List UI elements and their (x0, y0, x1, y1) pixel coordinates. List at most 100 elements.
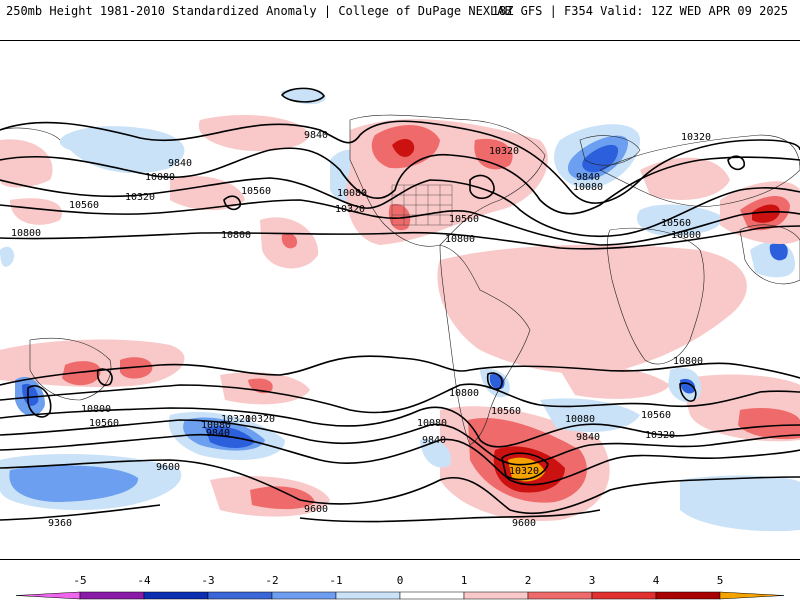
contour-southern-10560 (0, 383, 800, 414)
colorbar-tick-label: 0 (397, 574, 404, 587)
colorbar-segment (527, 591, 593, 600)
positive-anomaly-mid (281, 233, 298, 249)
contour-closed-low-south (679, 382, 697, 402)
colorbar-segment (591, 591, 657, 600)
positive-anomaly-light (0, 139, 53, 188)
contour-label: 10800 (449, 388, 479, 399)
contour-9840 (0, 120, 800, 204)
contour-label: 9600 (156, 462, 180, 473)
contour-label: 10320 (245, 414, 275, 425)
contour-label: 9600 (512, 518, 536, 529)
colorbar-tick-label: -3 (201, 574, 214, 587)
negative-anomaly-light (59, 126, 185, 174)
us-state-borders (391, 184, 453, 226)
positive-anomaly-mid (62, 361, 101, 386)
contour-label: 10800 (81, 404, 111, 415)
colorbar-segment (655, 591, 721, 600)
colorbar-segment (79, 591, 145, 600)
contour-label: 10800 (11, 228, 41, 239)
contour-label: 9840 (206, 428, 230, 439)
negative-anomaly-strong (22, 383, 39, 406)
contour-label: 9840 (304, 130, 328, 141)
contour-10080 (0, 147, 800, 215)
height-contours (0, 87, 800, 523)
contour-label: 10320 (489, 146, 519, 157)
negative-anomaly-light (636, 204, 722, 236)
colorbar-tick-label: 4 (653, 574, 660, 587)
colorbar-tick-label: 3 (589, 574, 596, 587)
negative-anomaly-mid (769, 242, 788, 261)
positive-anomaly-strong (392, 138, 415, 157)
contour-label: 10320 (221, 414, 251, 425)
colorbar-tick-label: 5 (717, 574, 724, 587)
contour-label: 10080 (145, 172, 175, 183)
contour-label: 9360 (48, 518, 72, 529)
contour-10560 (0, 199, 800, 246)
positive-anomaly-mid (388, 204, 411, 231)
colorbar-tick-label: 1 (461, 574, 468, 587)
contour-label: 10560 (491, 406, 521, 417)
colorbar-segment (207, 591, 273, 600)
contour-label: 10800 (445, 234, 475, 245)
colorbar-segment (15, 591, 81, 600)
negative-anomaly-light (680, 475, 800, 532)
contour-10800 (0, 225, 800, 250)
contour-label: 10560 (449, 214, 479, 225)
positive-anomaly-light (170, 176, 245, 211)
contour-southern-9840 (0, 433, 800, 486)
contour-label: 9840 (576, 432, 600, 443)
positive-anomaly-light (640, 157, 730, 200)
contour-label: 9840 (576, 172, 600, 183)
negative-anomaly-mid (9, 465, 139, 502)
contour-label: 10080 (201, 420, 231, 431)
contour-label: 10320 (645, 430, 675, 441)
positive-anomaly-light (437, 244, 747, 374)
contour-southern-9600-lower (299, 509, 601, 523)
contour-label: 10080 (573, 182, 603, 193)
colorbar-tick-label: -1 (329, 574, 342, 587)
colorbar-tick-label: -5 (73, 574, 86, 587)
contour-label: 9600 (304, 504, 328, 515)
contour-label: 10800 (221, 230, 251, 241)
colorbar-segment (335, 591, 401, 600)
negative-anomaly-light (420, 439, 451, 468)
positive-anomaly-extreme (508, 457, 545, 482)
anomaly-map: 9840 9840 10080 10560 10320 10800 10080 … (0, 87, 800, 532)
contour-closed-low-south (96, 368, 113, 386)
contour-label: 10080 (417, 418, 447, 429)
positive-anomaly-mid (738, 408, 800, 440)
contour-southern-10800 (0, 355, 800, 386)
contour-10320 (0, 177, 800, 238)
positive-anomaly-light (560, 365, 670, 399)
contour-label: 10080 (337, 188, 367, 199)
contour-label: 10560 (661, 218, 691, 229)
contour-label: 10560 (641, 410, 671, 421)
positive-anomaly-light (10, 198, 62, 225)
contour-southern-10320 (0, 406, 800, 448)
anomaly-colorbar: -5 -4 -3 -2 -1 0 1 2 3 4 5 (15, 574, 785, 600)
map-title: 250mb Height 1981-2010 Standardized Anom… (6, 4, 512, 18)
contour-label: 10320 (125, 192, 155, 203)
colorbar-tick-label: -4 (137, 574, 151, 587)
contour-southern-10080 (0, 419, 800, 466)
contour-closed-high (469, 174, 495, 200)
contour-closed-high (280, 87, 325, 103)
contour-closed-low (223, 195, 242, 211)
contour-label: 10560 (89, 418, 119, 429)
colorbar-tick-label: 2 (525, 574, 532, 587)
positive-anomaly-mid (120, 357, 153, 379)
contour-label: 10080 (565, 414, 595, 425)
colorbar-segment (399, 591, 465, 600)
contour-southern-9600 (0, 459, 800, 514)
contour-label: 10560 (241, 186, 271, 197)
colorbar-segment (143, 591, 209, 600)
contour-label: 10320 (335, 204, 365, 215)
contour-label: 10560 (69, 200, 99, 211)
negative-anomaly-light (0, 246, 15, 267)
contour-label: 9840 (422, 435, 446, 446)
colorbar-segment (463, 591, 529, 600)
contour-label: 10320 (681, 132, 711, 143)
contour-southern-9360 (0, 504, 161, 521)
contour-closed-high-south (501, 452, 549, 481)
map-frame (0, 40, 800, 560)
